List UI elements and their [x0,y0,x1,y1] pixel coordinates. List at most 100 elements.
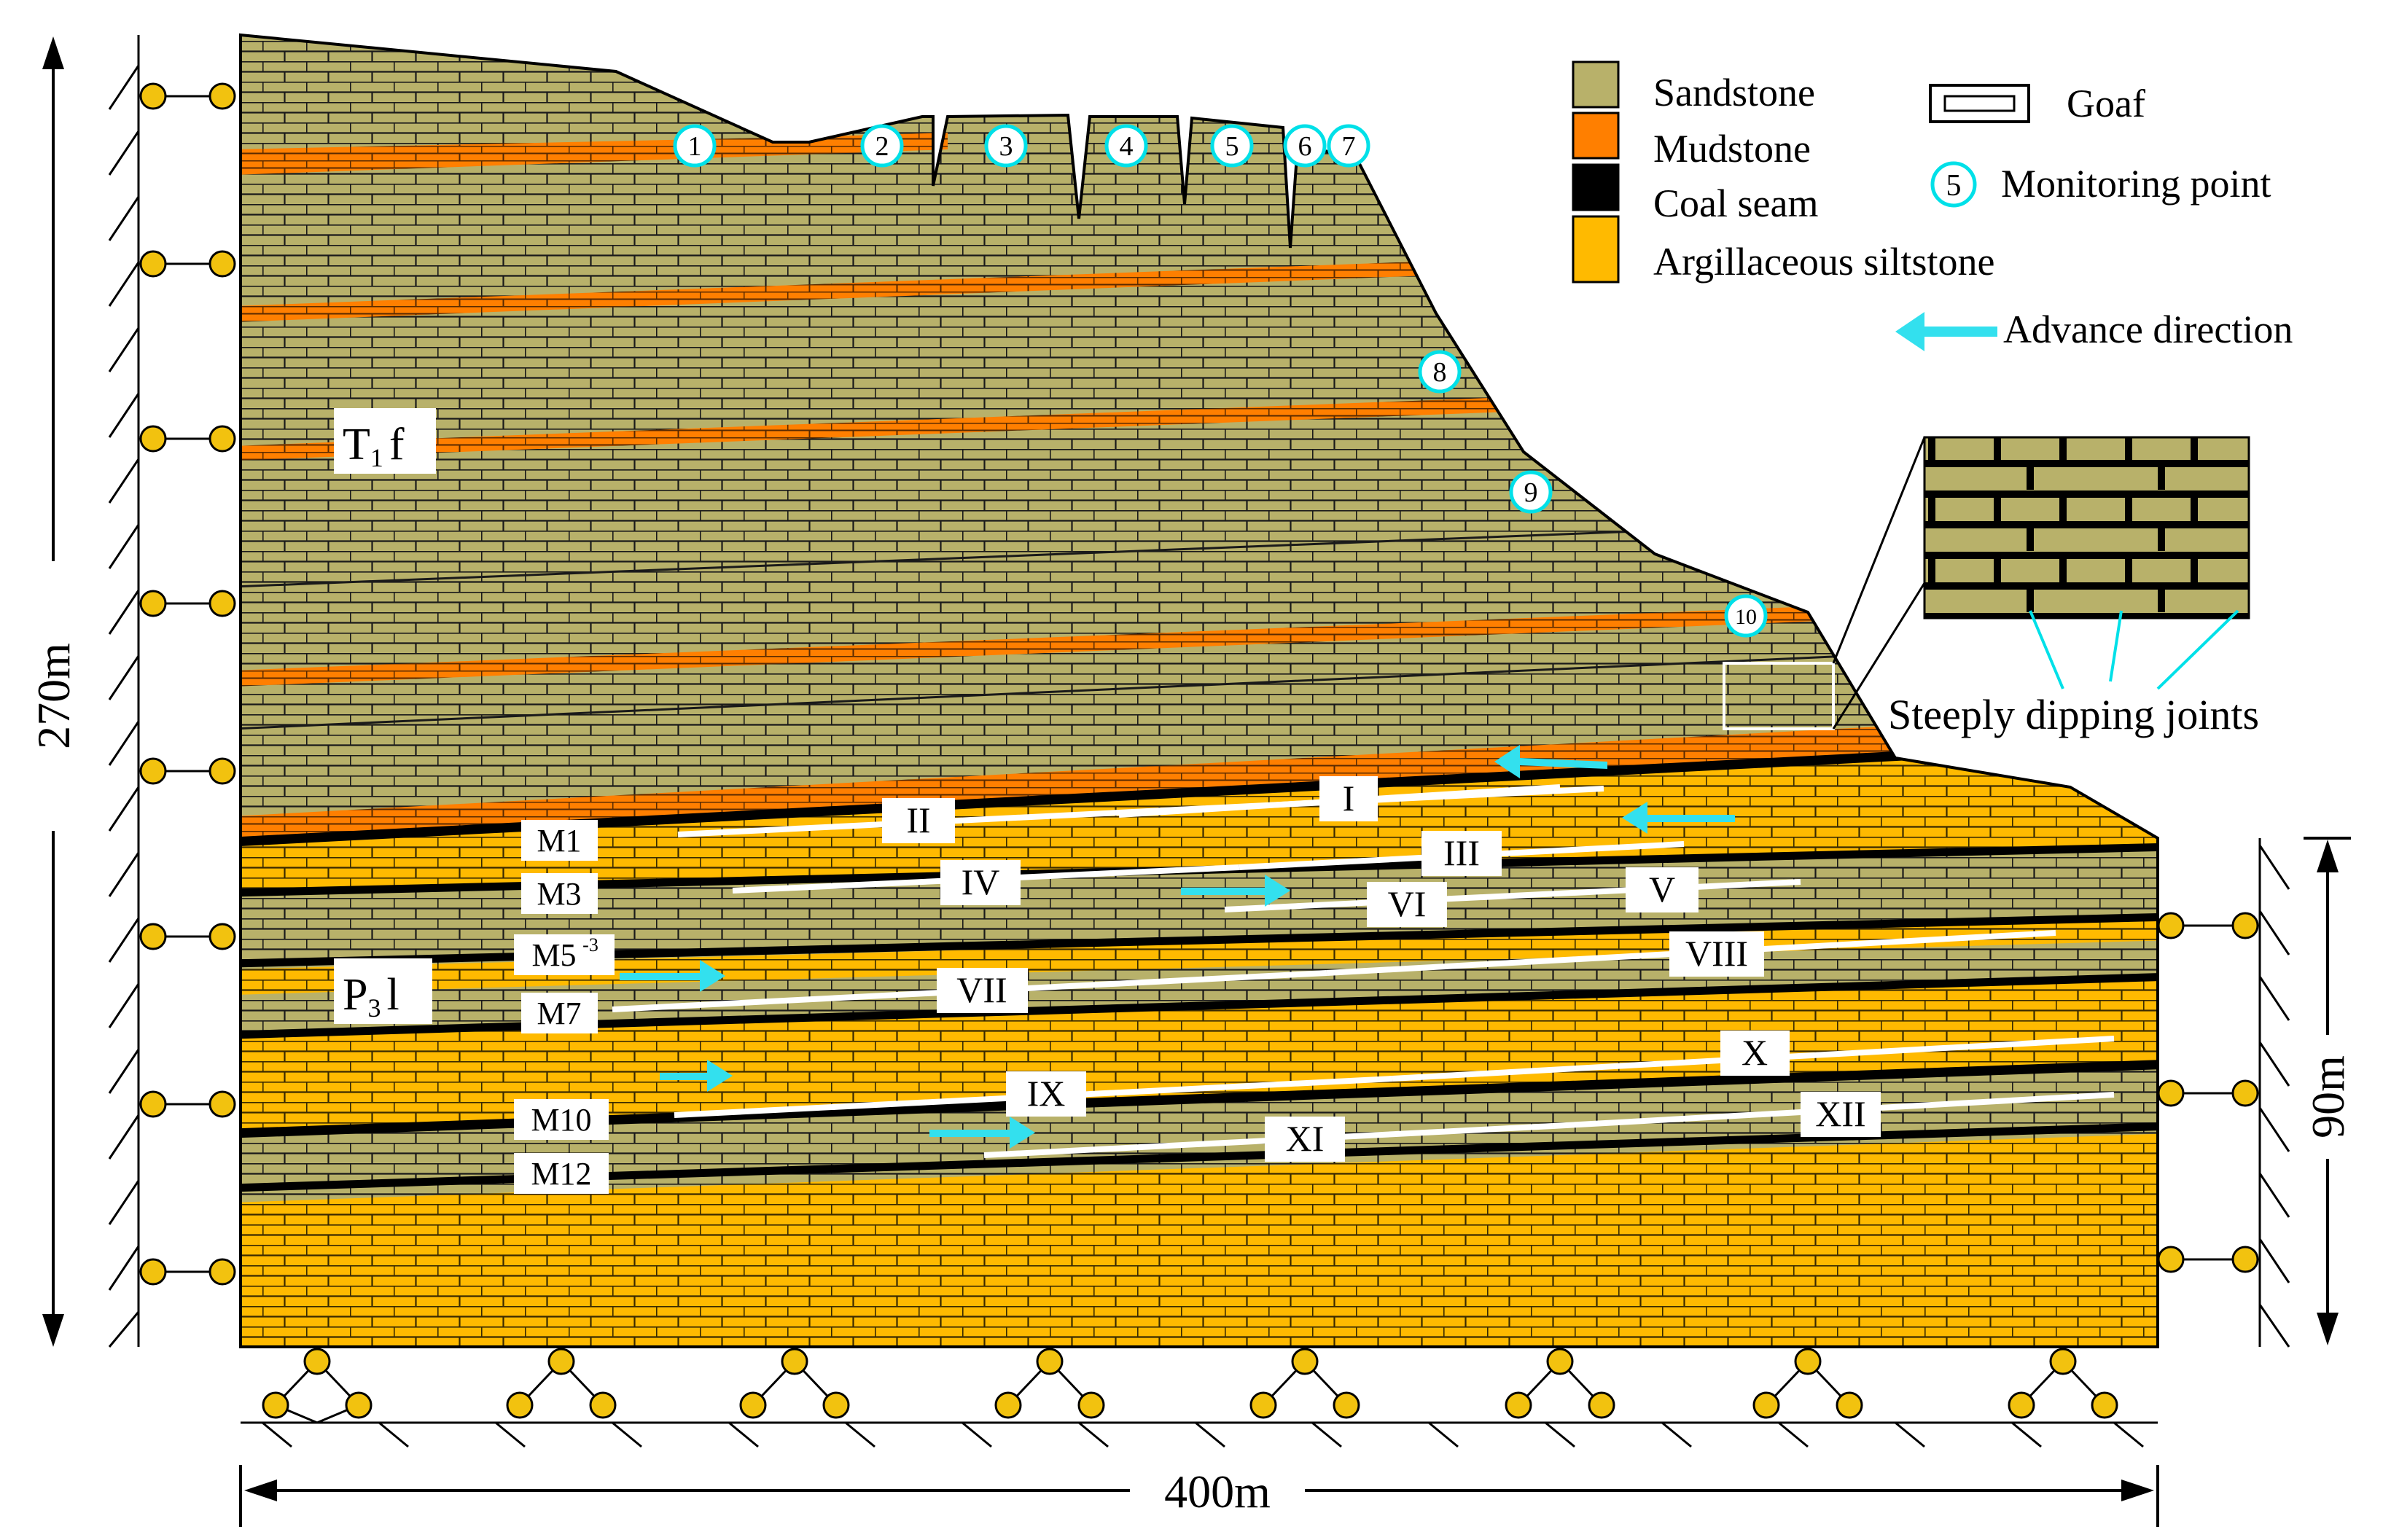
right-roller-supports [2157,838,2290,1348]
svg-text:M10: M10 [531,1102,591,1138]
svg-text:10: 10 [1735,605,1757,629]
joint-detail-inset [1923,436,2250,619]
height-dimension-90m: 90m [2302,837,2354,1345]
legend-item-mudstone: Mudstone [1572,112,1811,171]
advance-arrow-right [620,960,725,992]
formation-label-p3l: P3 l [334,958,432,1024]
svg-text:XII: XII [1815,1093,1865,1134]
svg-text:II: II [906,800,930,840]
monitoring-points: 1 2 3 4 5 6 7 8 9 10 [673,124,1768,638]
coal-seam-label: M1 [521,820,598,861]
goaf-v-vi [1224,879,1801,912]
monitoring-point: 9 [1509,470,1553,514]
working-face-label: II [882,798,955,843]
working-face-label: X [1720,1031,1790,1076]
working-face-label: V [1626,867,1698,912]
left-roller-supports [108,35,236,1348]
monitoring-point: 7 [1327,124,1370,168]
monitoring-point: 2 [860,124,904,168]
svg-text:I: I [1343,778,1355,818]
svg-text:M3: M3 [537,876,581,912]
coal-seam-label: M3 [521,873,598,914]
svg-text:Sandstone: Sandstone [1653,71,1815,114]
monitoring-point: 1 [673,124,717,168]
monitoring-point: 5 [1210,124,1254,168]
legend-item-monitoring-point: 5 Monitoring point [1930,161,2271,208]
working-face-label: IX [1006,1071,1086,1117]
svg-text:III: III [1443,832,1480,873]
svg-text:XI: XI [1286,1118,1325,1159]
svg-text:400m: 400m [1164,1466,1271,1517]
monitoring-point: 8 [1418,350,1462,394]
svg-text:Advance direction: Advance direction [2003,308,2293,351]
svg-text:8: 8 [1433,357,1447,388]
height-dimension-270m: 270m [28,36,79,1347]
siltstone-base [241,1133,2158,1347]
coal-seam-label: M5 -3 [514,934,615,975]
svg-text:M7: M7 [537,996,581,1031]
svg-text:Monitoring point: Monitoring point [2001,162,2271,206]
working-face-label: VII [937,968,1028,1013]
svg-text:Goaf: Goaf [2067,82,2145,125]
svg-text:6: 6 [1298,131,1312,162]
svg-text:M1: M1 [537,823,581,859]
svg-text:-3: -3 [582,934,598,955]
mudstone-band [241,711,2158,842]
svg-text:1: 1 [688,131,702,162]
svg-text:X: X [1742,1032,1768,1073]
bottom-pin-supports [241,1348,2158,1448]
coal-seam-label: M10 [514,1099,609,1140]
svg-text:5: 5 [1225,131,1239,162]
svg-text:7: 7 [1342,131,1356,162]
svg-text:Coal seam: Coal seam [1653,181,1818,225]
svg-text:IV: IV [962,861,1000,902]
svg-text:P3l: P3 l [343,970,399,1023]
svg-text:VI: VI [1388,883,1427,924]
svg-text:IX: IX [1027,1073,1066,1114]
working-face-label: XII [1801,1092,1881,1137]
svg-text:Argillaceous siltstone: Argillaceous siltstone [1653,240,1994,284]
advance-arrow-right [1181,875,1290,907]
legend-item-goaf: Goaf [1929,82,2145,125]
formation-label-t1f: T1 f [334,408,436,474]
monitoring-point: 3 [984,124,1028,168]
detail-source-box [1723,662,1835,730]
mudstone-band [241,592,2158,687]
working-face-label: VI [1367,882,1447,927]
working-face-label: XI [1265,1117,1345,1162]
monitoring-point: 10 [1724,594,1768,638]
svg-text:90m: 90m [2302,1055,2354,1138]
legend-item-advance-direction: Advance direction [1895,308,2293,351]
svg-text:4: 4 [1120,131,1134,162]
coal-seam-label: M7 [521,993,598,1033]
legend: Sandstone Mudstone Coal seam Argillaceou… [1572,60,2293,351]
monitoring-point: 6 [1283,124,1327,168]
detail-label: Steeply dipping joints [1888,691,2259,738]
joint-detail-callout: Steeply dipping joints [1723,436,2259,738]
coal-seam-labels: M1 M3 M5 -3 M7 M10 M12 [514,820,615,1194]
joint-pointer-lines [2029,609,2239,690]
working-face-labels: I II III IV V VI VII VIII IX X XI XII [882,776,1881,1162]
svg-text:M12: M12 [531,1156,591,1192]
svg-text:270m: 270m [28,643,79,749]
monitoring-point: 4 [1104,124,1148,168]
working-face-label: III [1421,831,1502,876]
dimension-annotations: 270m 90m 400m [28,36,2354,1527]
svg-text:2: 2 [875,131,889,162]
width-dimension-400m: 400m [239,1465,2159,1527]
arrow-left-icon [1895,312,1997,351]
svg-text:M5: M5 [531,937,576,973]
legend-item-sandstone: Sandstone [1572,60,1815,114]
advance-arrow-right [929,1117,1035,1149]
svg-text:VII: VII [956,969,1007,1010]
svg-text:9: 9 [1524,477,1538,508]
working-face-label: VIII [1669,931,1764,977]
advance-arrow-right [660,1060,733,1092]
working-face-label: IV [940,860,1021,905]
svg-text:3: 3 [999,131,1013,162]
legend-item-argillaceous-siltstone: Argillaceous siltstone [1572,215,1994,284]
svg-text:V: V [1649,869,1675,910]
svg-text:VIII: VIII [1685,933,1748,974]
svg-text:Mudstone: Mudstone [1653,127,1811,171]
